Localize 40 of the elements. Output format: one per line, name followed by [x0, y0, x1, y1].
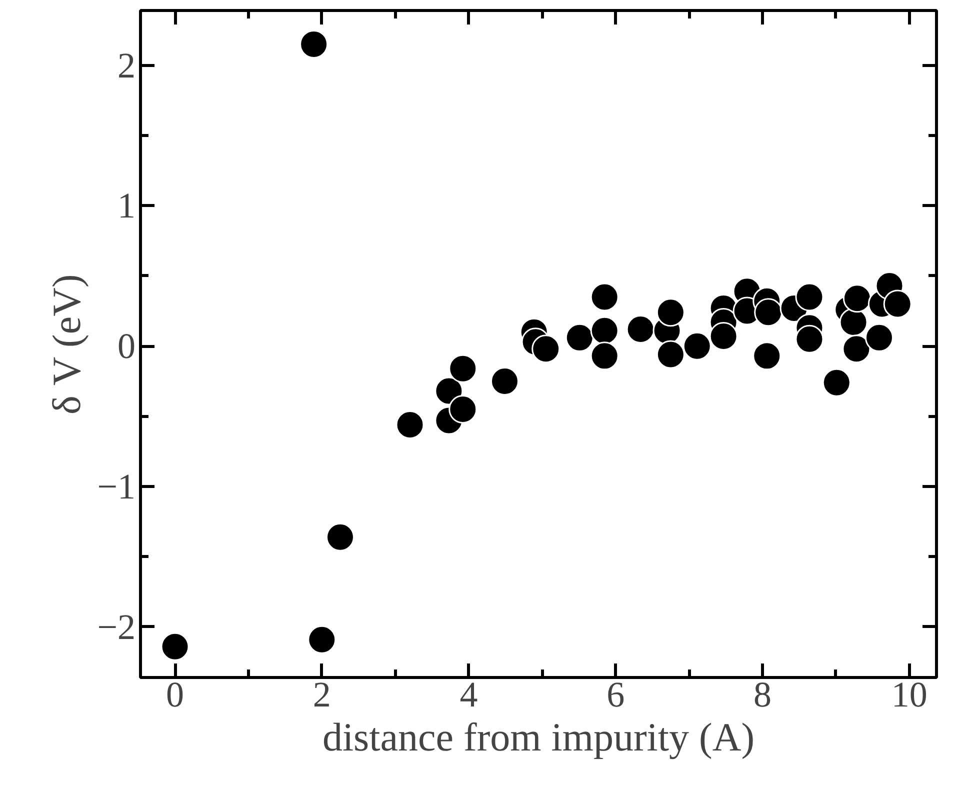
point	[795, 282, 824, 312]
point	[590, 342, 619, 370]
point	[752, 342, 782, 370]
y-tick-label: 1	[118, 186, 136, 226]
x-tick-label: 4	[460, 674, 478, 714]
point	[656, 298, 685, 327]
point	[160, 632, 190, 661]
point	[842, 334, 871, 364]
point	[300, 30, 328, 58]
point	[842, 284, 872, 313]
point	[795, 324, 824, 354]
point	[490, 366, 519, 396]
point	[326, 522, 354, 552]
point	[308, 625, 336, 654]
point	[448, 354, 478, 383]
x-tick-label: 0	[166, 674, 184, 714]
point	[864, 323, 894, 352]
point	[822, 368, 851, 397]
point	[656, 340, 685, 369]
point	[883, 290, 912, 318]
x-tick-label: 8	[753, 674, 772, 714]
x-tick-label: 2	[312, 674, 331, 714]
point	[396, 410, 424, 439]
y-tick-label: −1	[97, 466, 136, 507]
point	[682, 332, 712, 360]
x-tick-label: 10	[891, 674, 928, 714]
y-tick-label: 2	[118, 45, 136, 86]
point	[448, 395, 478, 424]
point	[532, 334, 560, 364]
point	[626, 315, 655, 344]
point	[590, 282, 619, 312]
point	[754, 298, 783, 327]
y-tick-label: 0	[118, 326, 136, 366]
x-axis-title: distance from impurity (A)	[322, 714, 755, 760]
y-tick-label: −2	[97, 606, 136, 647]
point	[709, 322, 738, 350]
y-axis-title: δ V (eV)	[44, 274, 90, 415]
point	[839, 308, 868, 336]
x-tick-label: 6	[606, 674, 625, 714]
point	[565, 323, 594, 352]
